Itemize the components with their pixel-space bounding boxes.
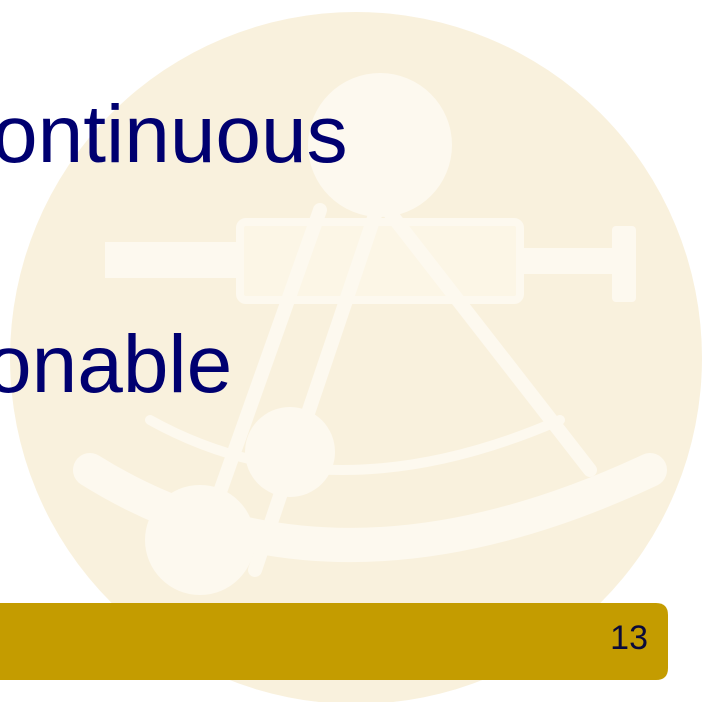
text-line: ontinuous <box>0 89 348 180</box>
page-number: 13 <box>610 619 648 657</box>
footer-bar <box>0 603 668 680</box>
slide: ontinuous onable 13 <box>0 0 703 702</box>
page: ontinuous onable 13 (() => { const data … <box>0 0 703 702</box>
text-line: onable <box>0 319 232 410</box>
